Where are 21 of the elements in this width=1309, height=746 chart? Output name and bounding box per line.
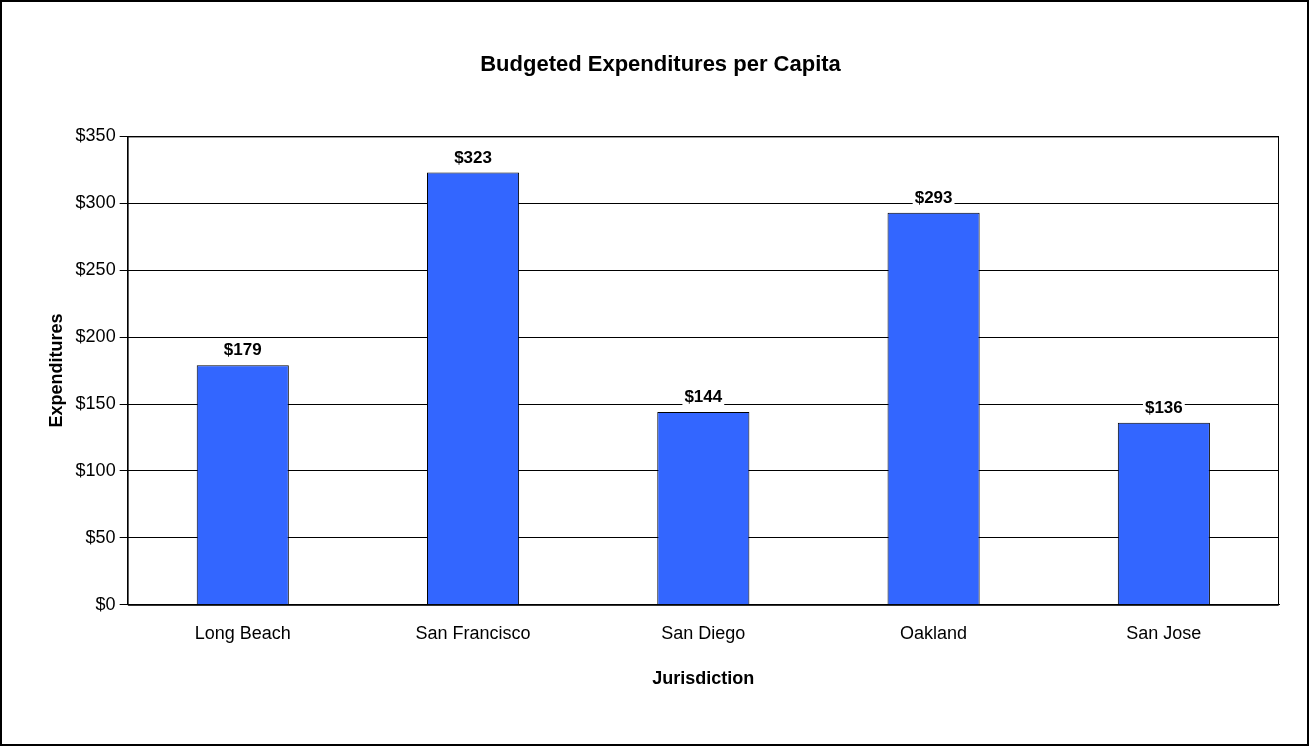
data-label: $136 [1144,397,1183,417]
data-label: $293 [914,187,953,207]
data-label: $179 [223,340,262,360]
data-label: $323 [454,147,492,167]
data-label: $144 [684,387,723,407]
y-tick-label: $150 [75,393,116,414]
y-tick-label: $100 [75,459,116,480]
y-axis-title: Expenditures [45,313,66,428]
y-tick-label: $250 [75,259,116,280]
y-tick-label: $350 [75,125,116,146]
x-tick-label: San Jose [1126,622,1202,643]
x-tick-label: Long Beach [194,622,291,643]
chart-title: Budgeted Expenditures per Capita [480,51,842,77]
x-tick-label: Oakland [900,622,968,643]
x-axis-title: Jurisdiction [652,668,755,689]
y-tick-label: $200 [75,326,116,347]
x-tick-label: San Diego [661,622,746,643]
y-tick-label: $0 [95,593,116,614]
x-tick-label: San Francisco [415,622,531,643]
y-tick-label: $300 [75,192,116,213]
y-tick-label: $50 [85,526,116,547]
